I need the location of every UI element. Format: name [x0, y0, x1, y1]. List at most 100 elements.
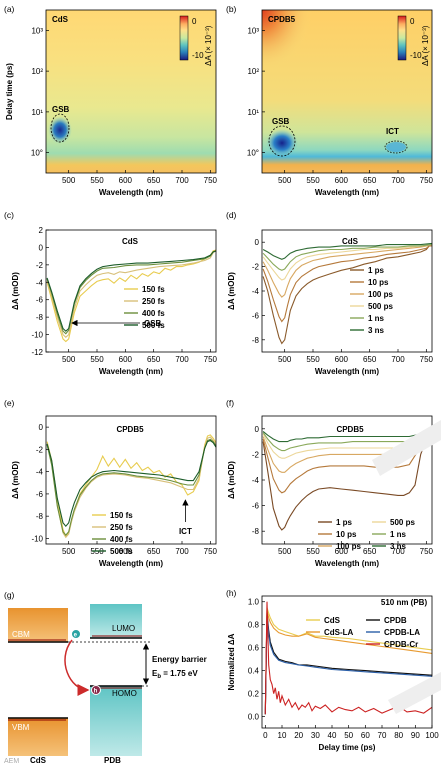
- plot-e-title: CPDB5: [116, 425, 144, 434]
- heatmap-b-gsb-outline: [268, 125, 296, 157]
- y-tick-label: -8: [36, 313, 44, 322]
- y-tick-label: 10²: [31, 67, 43, 76]
- legend-label: 10 ps: [336, 530, 357, 539]
- panel-e: (e) 500550600650700750-10-8-6-4-20Wavele…: [4, 398, 218, 568]
- y-tick-label: 1.0: [248, 598, 260, 607]
- x-tick-label: 600: [335, 176, 349, 185]
- cds-cbm-block: [8, 608, 68, 642]
- x-tick-label: 650: [363, 547, 377, 556]
- panel-g-label: (g): [4, 590, 15, 600]
- legend-label: 500 fs: [142, 321, 165, 330]
- y-axis-label: ΔA (mOD): [227, 461, 236, 499]
- ict-arrow-label: ICT: [179, 527, 192, 536]
- legend-label: 100 ps: [368, 290, 393, 299]
- legend-label: 100 ps: [336, 542, 361, 551]
- x-tick-label: 90: [411, 731, 420, 740]
- pdb-homo-block: [90, 686, 142, 756]
- x-tick-label: 500: [62, 547, 76, 556]
- x-tick-label: 550: [90, 176, 104, 185]
- panel-d: (d) 500 550 600 650 700 750 -8 -6 -4 -2 0 Wavelengt…: [226, 210, 434, 376]
- y-tick-label: 0.2: [248, 690, 260, 699]
- x-tick-label: 700: [391, 355, 405, 364]
- energy-barrier-value: Eb = 1.75 eV: [152, 669, 198, 680]
- legend-label: CPDB-LA: [384, 628, 420, 637]
- x-tick-label: 700: [175, 547, 189, 556]
- colorbar-b-tick-1: -10: [410, 51, 422, 60]
- x-tick-label: 50: [344, 731, 353, 740]
- x-axis-label: Wavelength (nm): [315, 188, 379, 197]
- legend-label: 500 ps: [390, 518, 415, 527]
- y-tick-label: -8: [252, 527, 260, 536]
- x-tick-label: 500: [278, 176, 292, 185]
- y-tick-label: 10²: [247, 67, 259, 76]
- panel-b-label: (b): [226, 4, 237, 14]
- series-line-1-ps: [262, 245, 432, 345]
- y-tick-label: 0.6: [248, 644, 260, 653]
- x-tick-label: 750: [204, 176, 218, 185]
- series-line-500-fs: [46, 250, 217, 332]
- x-axis-label: Wavelength (nm): [99, 367, 163, 376]
- colorbar-a-tick-1: -10: [192, 51, 204, 60]
- series-line-100-ps: [262, 244, 433, 298]
- x-axis-label: Wavelength (nm): [99, 188, 163, 197]
- x-tick-label: 600: [335, 355, 349, 364]
- x-tick-label: 750: [204, 355, 218, 364]
- hole-icon: [91, 685, 101, 695]
- plot-d: 500 550 600 650 700 750 -8 -6 -4 -2 0 Wavelength (n…: [227, 229, 434, 376]
- legend-label: CdS-LA: [324, 628, 354, 637]
- series-line-500-fs: [46, 439, 217, 528]
- cbm-label: CBM: [12, 630, 30, 639]
- panel-b: (b) CPDB5 GSB ICT 0 -10 ΔA (× 10⁻³) 500 5…: [226, 4, 434, 197]
- plot-frame: [261, 595, 433, 729]
- y-axis-label: ΔA (mOD): [11, 461, 20, 499]
- x-tick-label: 650: [363, 355, 377, 364]
- y-tick-label: 0: [255, 425, 260, 434]
- pdb-lumo-block: [90, 604, 142, 638]
- legend-label: 150 fs: [142, 285, 165, 294]
- y-tick-label: 10¹: [31, 108, 43, 117]
- y-axis-label: Normalized ΔA: [227, 633, 236, 690]
- hole-symbol: h: [94, 689, 98, 695]
- legend-label: CPDB: [384, 616, 407, 625]
- y-tick-label: -6: [36, 490, 44, 499]
- series-line-3-ns: [262, 430, 433, 443]
- x-tick-label: 600: [119, 176, 133, 185]
- x-tick-label: 750: [420, 176, 434, 185]
- y-tick-label: 2: [39, 226, 44, 235]
- y-tick-label: 10°: [31, 149, 43, 158]
- y-tick-label: -6: [36, 296, 44, 305]
- x-tick-label: 10: [278, 731, 287, 740]
- y-tick-label: -8: [252, 336, 260, 345]
- colorbar-b-label: ΔA (× 10⁻³): [421, 25, 430, 66]
- x-tick-label: 500: [278, 355, 292, 364]
- panel-e-label: (e): [4, 398, 15, 408]
- x-tick-label: 550: [306, 547, 320, 556]
- panel-c: (c) 500 550 600 650 700 750 -12 -10 -8 -6 -4 -2 0 2 Wa…: [4, 210, 218, 376]
- panel-f: (f) 500 550 600 650 700 750 -8 -6 -4 -2 0 Wavelengt…: [226, 398, 434, 568]
- series-line-1-ns: [262, 244, 433, 271]
- colorbar-b: [397, 15, 407, 61]
- heatmap-a-axes: 500 550 600 650 700 750 10° 10¹ 10² 10³ Wavelength…: [5, 26, 218, 197]
- colorbar-a: [179, 15, 189, 61]
- x-axis-label: Wavelength (nm): [315, 367, 379, 376]
- heatmap-b-gsb-label: GSB: [272, 117, 290, 126]
- legend-label: 1 ns: [368, 314, 385, 323]
- panel-a: (a) CdS GSB 0 -10 ΔA (× 10⁻³) 500 550 600 6…: [4, 4, 218, 197]
- x-tick-label: 550: [90, 355, 104, 364]
- series-line-CPDB-LA: [264, 615, 433, 715]
- y-tick-label: -2: [252, 450, 260, 459]
- decor-stripe-2: [388, 672, 441, 714]
- x-tick-label: 700: [175, 355, 189, 364]
- x-tick-label: 550: [306, 355, 320, 364]
- y-tick-label: -6: [252, 502, 260, 511]
- series-line-3-ns: [262, 242, 433, 260]
- y-tick-label: 0: [39, 423, 44, 432]
- plot-h-title: 510 nm (PB): [381, 598, 428, 607]
- x-tick-label: 20: [294, 731, 303, 740]
- plot-c-title: CdS: [122, 237, 139, 246]
- series-line-400-fs: [46, 438, 217, 536]
- x-axis-label: Wavelength (nm): [315, 559, 379, 568]
- transfer-arrow: [64, 639, 90, 696]
- series-line-150-fs: [46, 249, 217, 343]
- homo-label: HOMO: [112, 689, 137, 698]
